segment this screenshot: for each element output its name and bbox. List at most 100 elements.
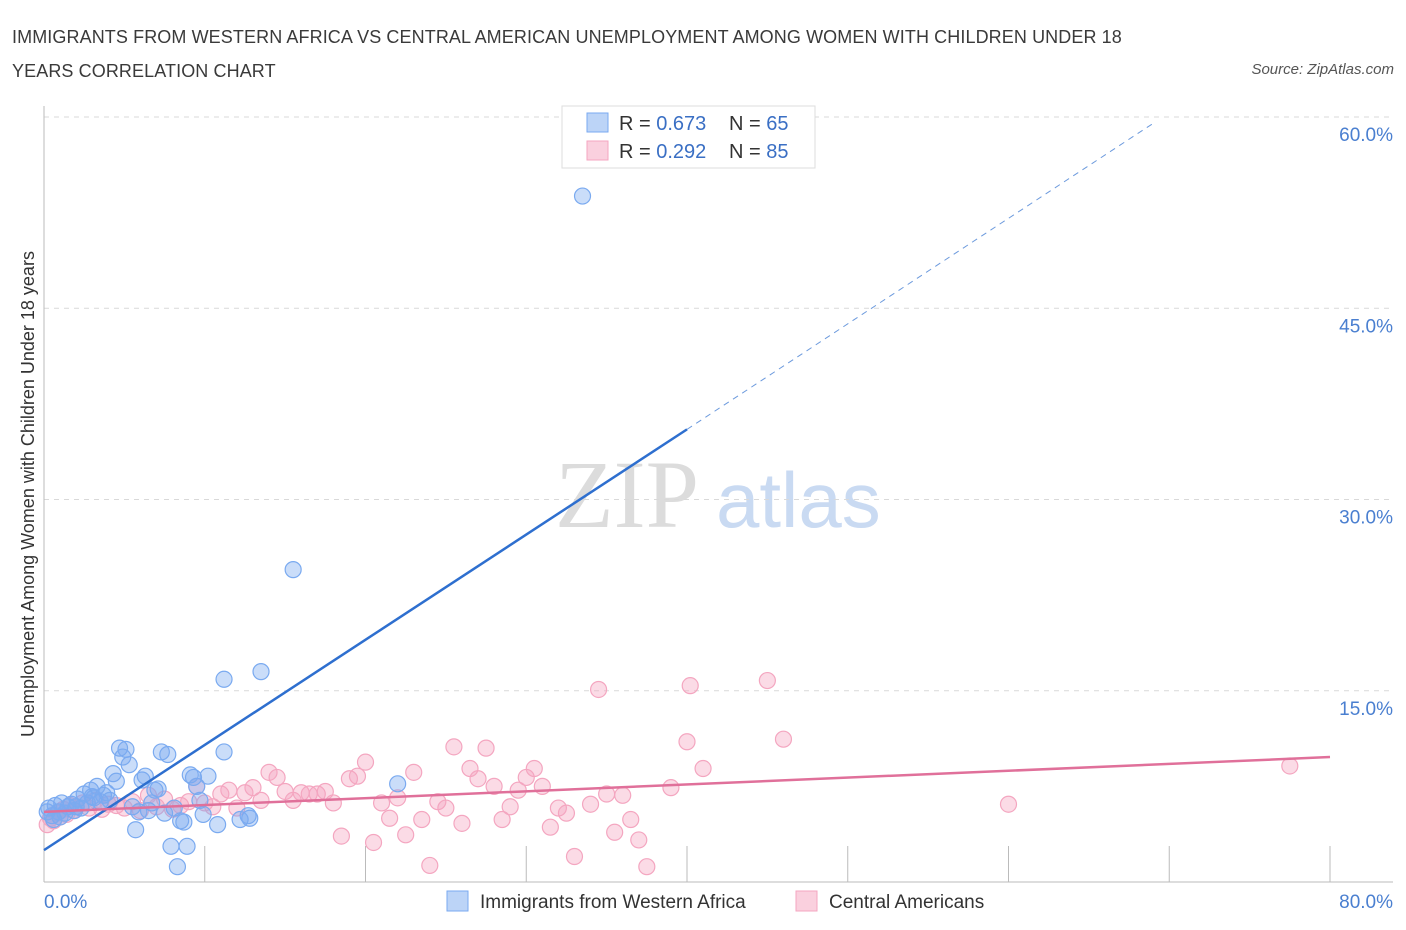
data-point-pink bbox=[252, 791, 270, 810]
data-point-blue bbox=[168, 858, 187, 876]
data-point-blue bbox=[159, 745, 177, 764]
gridlines bbox=[44, 116, 1393, 692]
axes bbox=[43, 106, 1393, 883]
x-tick-max: 80.0% bbox=[1339, 892, 1393, 913]
data-point-pink bbox=[501, 798, 519, 816]
data-point-pink bbox=[244, 779, 262, 797]
stats-n-label: N = bbox=[729, 141, 766, 163]
watermark-zip: ZIP bbox=[555, 441, 699, 548]
data-point-blue bbox=[573, 187, 592, 205]
trend-line-western-africa-extension bbox=[686, 122, 1154, 430]
y-tick-label: 60.0% bbox=[1339, 125, 1393, 146]
stats-r-label: R = bbox=[619, 113, 656, 135]
svg-text:N = 85: N = 85 bbox=[729, 141, 789, 163]
data-point-pink bbox=[493, 810, 511, 829]
data-point-pink bbox=[614, 786, 632, 804]
data-point-pink bbox=[356, 753, 375, 771]
data-point-blue bbox=[252, 663, 270, 681]
data-point-blue bbox=[110, 739, 129, 757]
data-point-pink bbox=[421, 856, 439, 875]
data-point-blue bbox=[175, 813, 193, 831]
stats-r-value: 0.673 bbox=[656, 113, 706, 135]
data-point-blue bbox=[188, 777, 206, 795]
x-tick-min: 0.0% bbox=[44, 892, 87, 913]
y-axis-title: Unemployment Among Women with Children U… bbox=[18, 251, 38, 737]
data-point-pink bbox=[557, 804, 576, 822]
data-point-pink bbox=[622, 810, 640, 829]
legend-label-central-americans: Central Americans bbox=[829, 892, 984, 913]
data-point-pink bbox=[662, 779, 680, 797]
data-point-blue bbox=[107, 772, 125, 790]
data-point-blue bbox=[127, 821, 145, 839]
trend-line-western-africa bbox=[43, 428, 688, 852]
stats-r-value: 0.292 bbox=[656, 141, 706, 163]
data-point-blue bbox=[117, 740, 135, 759]
data-point-blue bbox=[149, 780, 167, 798]
data-point-blue bbox=[241, 809, 259, 827]
data-point-pink bbox=[1281, 757, 1299, 775]
data-point-blue bbox=[155, 804, 174, 822]
data-point-pink bbox=[212, 785, 230, 803]
stats-r-label: R = bbox=[619, 141, 656, 163]
data-point-blue bbox=[184, 768, 203, 787]
y-tick-label: 15.0% bbox=[1339, 699, 1393, 720]
data-point-pink bbox=[630, 831, 648, 849]
source-label: Source: ZipAtlas.com bbox=[1251, 61, 1394, 78]
stats-n-value: 85 bbox=[766, 141, 788, 163]
data-point-blue bbox=[120, 756, 138, 774]
data-point-pink bbox=[413, 810, 431, 829]
data-point-pink bbox=[372, 794, 391, 812]
trend-lines bbox=[43, 122, 1331, 852]
data-point-blue bbox=[215, 670, 233, 688]
data-point-pink bbox=[405, 763, 423, 781]
data-point-pink bbox=[678, 733, 696, 751]
data-point-pink bbox=[638, 858, 656, 876]
data-point-blue bbox=[178, 837, 196, 855]
legend-label-western-africa: Immigrants from Western Africa bbox=[480, 892, 746, 913]
data-point-blue bbox=[389, 775, 407, 793]
data-point-pink bbox=[541, 818, 559, 836]
data-point-pink bbox=[774, 730, 793, 748]
data-point-pink bbox=[364, 833, 383, 852]
data-point-pink bbox=[348, 767, 367, 785]
data-point-pink bbox=[758, 671, 776, 690]
data-point-blue bbox=[199, 767, 217, 785]
data-point-pink bbox=[381, 809, 399, 827]
data-point-blue bbox=[162, 837, 180, 855]
data-point-pink bbox=[324, 794, 342, 812]
stats-n-value: 65 bbox=[766, 113, 788, 135]
y-tick-label: 30.0% bbox=[1339, 508, 1393, 529]
data-point-blue bbox=[215, 743, 233, 761]
data-point-pink bbox=[445, 738, 463, 756]
stats-swatch-blue bbox=[586, 112, 609, 133]
data-point-pink bbox=[999, 795, 1018, 813]
stats-n-label: N = bbox=[729, 113, 766, 135]
data-point-blue bbox=[239, 807, 257, 825]
y-tick-label: 45.0% bbox=[1339, 316, 1393, 337]
svg-text:R = 0.673: R = 0.673 bbox=[619, 113, 706, 135]
data-point-blue bbox=[83, 787, 101, 806]
chart-title: IMMIGRANTS FROM WESTERN AFRICA VS CENTRA… bbox=[12, 27, 1122, 81]
data-point-pink bbox=[694, 759, 712, 778]
svg-text:N = 65: N = 65 bbox=[729, 113, 789, 135]
data-point-blue bbox=[194, 805, 212, 824]
data-point-pink bbox=[565, 847, 584, 866]
data-points bbox=[38, 187, 1299, 876]
data-point-pink bbox=[268, 768, 286, 787]
trend-line-central-americans bbox=[43, 755, 1331, 814]
data-point-pink bbox=[606, 823, 624, 841]
stats-box: R = 0.673 N = 65 R = 0.292 N = 85 bbox=[561, 105, 816, 169]
data-point-pink bbox=[581, 795, 600, 813]
stats-swatch-pink bbox=[586, 140, 609, 161]
data-point-blue bbox=[51, 808, 69, 826]
svg-text:R = 0.292: R = 0.292 bbox=[619, 141, 706, 163]
data-point-pink bbox=[220, 781, 238, 799]
data-point-pink bbox=[589, 680, 608, 699]
data-point-pink bbox=[437, 799, 455, 817]
data-point-blue bbox=[67, 798, 85, 816]
data-point-pink bbox=[397, 826, 415, 844]
data-point-pink bbox=[477, 739, 495, 757]
data-point-pink bbox=[525, 759, 543, 778]
legend-swatch-blue bbox=[446, 890, 469, 912]
